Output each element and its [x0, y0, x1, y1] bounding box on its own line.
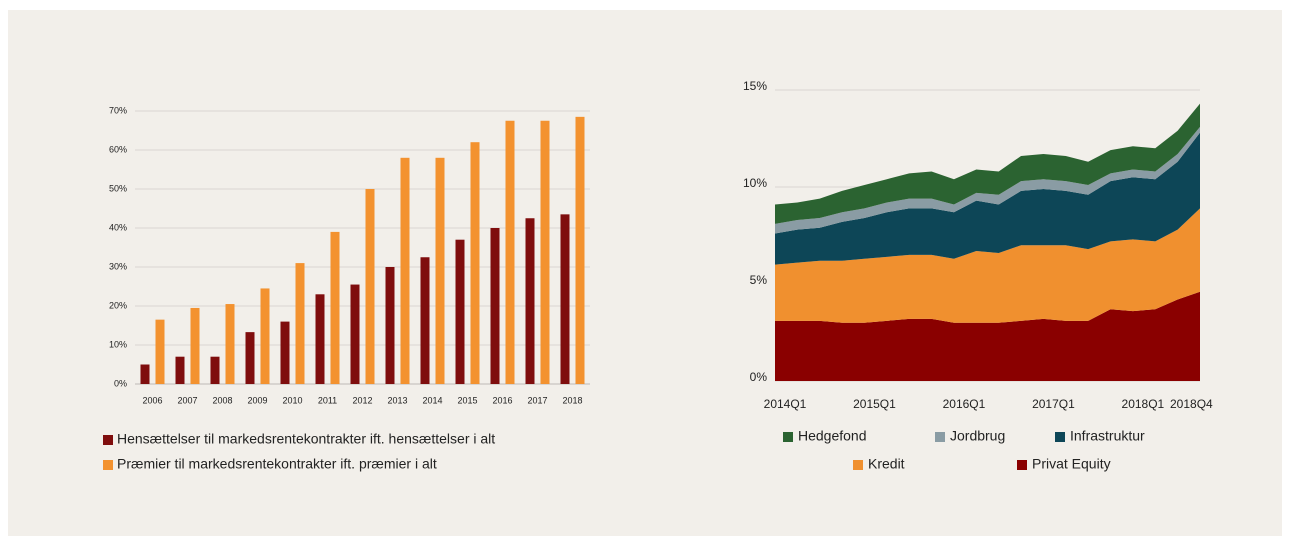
y-tick-label: 10% — [109, 339, 127, 349]
bar — [575, 116, 585, 384]
x-tick-label: 2015 — [457, 395, 477, 405]
x-tick-label: 2008 — [212, 395, 232, 405]
legend-label: Præmier til markedsrentekontrakter ift. … — [117, 456, 437, 472]
bar — [225, 304, 235, 384]
area — [775, 132, 1200, 265]
legend-label: Hedgefond — [798, 428, 867, 444]
x-tick-label: 2016 — [492, 395, 512, 405]
legend-label: Infrastruktur — [1070, 428, 1145, 444]
bar — [155, 319, 165, 384]
x-tick-label: 2012 — [352, 395, 372, 405]
x-tick-label: 2009 — [247, 395, 267, 405]
bar — [210, 356, 220, 384]
bar — [470, 142, 480, 384]
area — [775, 291, 1200, 381]
x-tick-label: 2017Q1 — [1032, 397, 1075, 411]
y-tick-label: 15% — [743, 79, 767, 93]
x-tick-label: 2014 — [422, 395, 442, 405]
y-tick-label: 0% — [750, 370, 768, 384]
bar — [350, 284, 360, 384]
y-tick-label: 70% — [109, 105, 127, 115]
bar — [330, 231, 340, 384]
bar — [490, 228, 500, 384]
x-tick-label: 2016Q1 — [943, 397, 986, 411]
bar — [245, 332, 255, 384]
y-tick-label: 0% — [114, 378, 127, 388]
y-tick-label: 20% — [109, 300, 127, 310]
bar — [365, 189, 375, 384]
x-tick-label: 2014Q1 — [764, 397, 807, 411]
bar — [315, 294, 325, 384]
bar — [540, 120, 550, 384]
x-tick-label: 2017 — [527, 395, 547, 405]
legend-label: Kredit — [868, 456, 905, 472]
x-tick-label: 2011 — [318, 395, 337, 405]
x-tick-label: 2018Q1 — [1122, 397, 1165, 411]
legend-swatch — [935, 432, 945, 442]
bar — [505, 120, 515, 384]
legend-swatch — [783, 432, 793, 442]
x-tick-label: 2013 — [387, 395, 407, 405]
bar — [420, 257, 430, 384]
bar — [140, 364, 150, 384]
legend-swatch — [1055, 432, 1065, 442]
legend-swatch — [103, 435, 113, 445]
legend-label: Privat Equity — [1032, 456, 1111, 472]
bar — [560, 214, 570, 384]
legend-swatch — [853, 460, 863, 470]
legend-label: Jordbrug — [950, 428, 1005, 444]
bar — [455, 239, 465, 384]
x-tick-label: 2007 — [177, 395, 197, 405]
area — [775, 126, 1200, 234]
y-tick-label: 60% — [109, 144, 127, 154]
x-tick-label: 2018Q4 — [1170, 397, 1213, 411]
bar — [435, 157, 445, 384]
bar — [260, 288, 270, 384]
area — [775, 103, 1200, 224]
y-tick-label: 5% — [750, 273, 768, 287]
bar — [175, 356, 185, 384]
x-tick-label: 2006 — [142, 395, 162, 405]
y-tick-label: 40% — [109, 222, 127, 232]
legend-label: Hensættelser til markedsrentekontrakter … — [117, 431, 495, 447]
bar — [280, 321, 290, 384]
bar — [400, 157, 410, 384]
x-tick-label: 2018 — [562, 395, 582, 405]
area — [775, 208, 1200, 323]
bar — [525, 218, 535, 384]
x-tick-label: 2015Q1 — [853, 397, 896, 411]
y-tick-label: 50% — [109, 183, 127, 193]
y-tick-label: 10% — [743, 176, 767, 190]
x-tick-label: 2010 — [282, 395, 302, 405]
bar — [190, 307, 200, 384]
bar — [385, 267, 395, 384]
legend-swatch — [1017, 460, 1027, 470]
bar — [295, 263, 305, 384]
y-tick-label: 30% — [109, 261, 127, 271]
legend-swatch — [103, 460, 113, 470]
